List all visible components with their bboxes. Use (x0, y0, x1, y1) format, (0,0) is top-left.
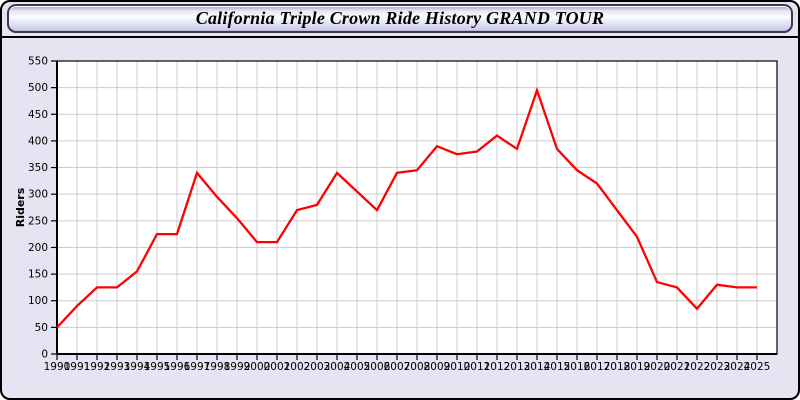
y-axis-tick-label: 450 (28, 109, 48, 121)
y-axis-tick-label: 0 (41, 349, 48, 361)
window-title: California Triple Crown Ride History GRA… (195, 8, 605, 28)
x-axis-tick-label: 1998 (204, 361, 231, 373)
x-axis-tick-label: 2012 (484, 361, 511, 373)
x-axis-tick-label: 2009 (424, 361, 451, 373)
x-axis-tick-label: 2024 (724, 361, 751, 373)
x-axis-tick-label: 1997 (184, 361, 211, 373)
x-axis-tick-label: 1999 (224, 361, 251, 373)
x-axis-tick-label: 2019 (624, 361, 651, 373)
y-axis-tick-label: 200 (28, 242, 48, 254)
x-axis-tick-label: 2018 (604, 361, 631, 373)
x-axis-tick-label: 2023 (704, 361, 731, 373)
x-axis-tick-label: 2010 (444, 361, 471, 373)
y-axis-tick-label: 100 (28, 295, 48, 307)
y-axis-tick-label: 500 (28, 82, 48, 94)
y-axis-tick-label: 400 (28, 135, 48, 147)
x-axis-tick-label: 2020 (644, 361, 671, 373)
x-axis-tick-label: 2006 (364, 361, 391, 373)
x-axis-tick-label: 2014 (524, 361, 551, 373)
y-axis-tick-label: 350 (28, 162, 48, 174)
y-axis-tick-label: 150 (28, 269, 48, 281)
x-axis-tick-label: 2021 (664, 361, 691, 373)
y-axis-tick-label: 250 (28, 215, 48, 227)
x-axis-tick-label: 2000 (244, 361, 271, 373)
x-axis-tick-label: 2015 (544, 361, 571, 373)
y-axis-title: Riders (14, 187, 27, 227)
x-axis-tick-label: 2017 (584, 361, 611, 373)
x-axis-tick-label: 2011 (464, 361, 491, 373)
x-axis-tick-label: 2004 (324, 361, 351, 373)
x-axis-tick-label: 2008 (404, 361, 431, 373)
y-axis-tick-label: 550 (28, 56, 48, 68)
x-axis-tick-label: 1990 (44, 361, 71, 373)
x-axis-tick-label: 2007 (384, 361, 411, 373)
x-axis-tick-label: 2002 (284, 361, 311, 373)
x-axis-tick-label: 2016 (564, 361, 591, 373)
x-axis-tick-label: 2005 (344, 361, 371, 373)
x-axis-tick-label: 2003 (304, 361, 331, 373)
titlebar-separator (2, 36, 798, 38)
x-axis-tick-label: 1991 (64, 361, 91, 373)
x-axis-tick-label: 2022 (684, 361, 711, 373)
riders-data-line (56, 86, 757, 329)
x-axis-tick-label: 2001 (264, 361, 291, 373)
x-axis-tick-label: 2013 (504, 361, 531, 373)
y-axis-tick-label: 50 (35, 322, 48, 334)
x-axis-tick-label: 1994 (124, 361, 151, 373)
x-axis-tick-label: 2025 (744, 361, 771, 373)
x-axis-tick-label: 1995 (144, 361, 171, 373)
x-axis-tick-label: 1992 (84, 361, 111, 373)
x-axis-tick-label: 1993 (104, 361, 131, 373)
y-axis-tick-label: 300 (28, 189, 48, 201)
x-axis-tick-label: 1996 (164, 361, 191, 373)
title-bar: California Triple Crown Ride History GRA… (7, 4, 793, 33)
